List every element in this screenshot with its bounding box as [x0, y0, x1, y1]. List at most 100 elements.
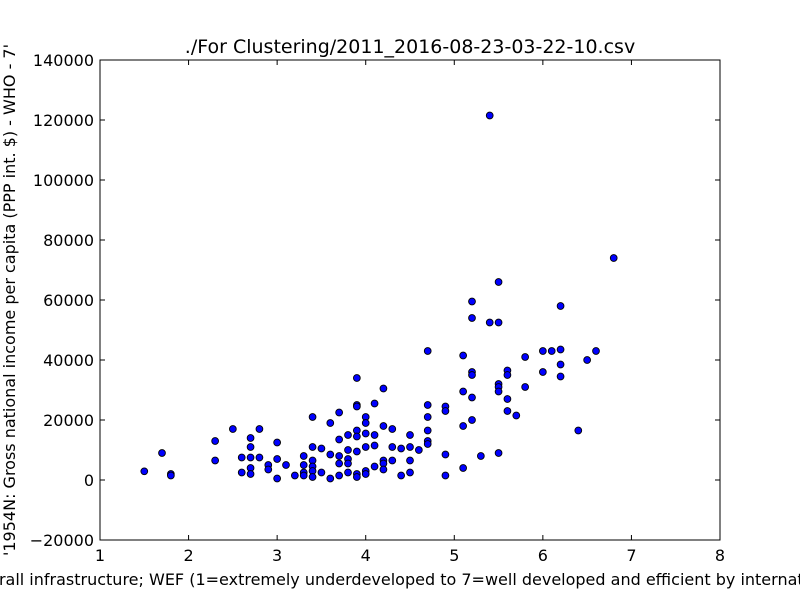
data-point: [255, 453, 264, 462]
data-point: [273, 455, 281, 463]
data-point: [361, 429, 370, 438]
data-point: [415, 446, 423, 454]
data-point: [335, 435, 343, 444]
data-point: [211, 437, 219, 445]
data-point: [246, 453, 255, 462]
data-point: [556, 372, 565, 381]
plot-area-frame: [99, 59, 721, 541]
data-point: [379, 422, 388, 430]
data-point: [335, 471, 343, 480]
x-tick-labels: 1 2 3 4 5 6 7 8: [95, 546, 725, 565]
data-point: [441, 407, 450, 415]
x-tick-label: 2: [183, 546, 193, 565]
data-point: [361, 443, 370, 451]
data-point: [406, 431, 414, 439]
data-point: [494, 449, 503, 457]
data-point: [592, 347, 600, 355]
data-point: [406, 468, 414, 477]
data-point: [494, 387, 503, 396]
data-point: [379, 384, 388, 393]
data-point: [477, 452, 485, 460]
data-point: [370, 441, 379, 450]
data-point: [547, 347, 556, 355]
y-tick-label: 100000: [33, 171, 94, 190]
data-point: [459, 387, 467, 396]
data-point: [370, 399, 379, 408]
data-points: [140, 111, 618, 483]
x-tick-label: 7: [626, 546, 636, 565]
data-point: [397, 444, 405, 453]
data-point: [237, 453, 246, 462]
data-point: [583, 356, 591, 364]
data-point: [423, 426, 432, 435]
y-tick-label: −20000: [30, 531, 94, 550]
data-point: [441, 471, 450, 480]
data-point: [353, 432, 361, 441]
data-point: [609, 254, 618, 262]
data-point: [539, 368, 547, 376]
y-tick-label: 60000: [43, 291, 94, 310]
data-point: [335, 408, 343, 417]
data-point: [423, 401, 432, 409]
data-point: [273, 438, 281, 447]
data-point: [335, 459, 343, 468]
data-point: [246, 443, 255, 451]
x-tick-label: 6: [538, 546, 548, 565]
data-point: [335, 452, 343, 460]
data-point: [539, 347, 547, 355]
data-point: [388, 456, 397, 465]
data-point: [140, 467, 149, 476]
data-point: [512, 411, 521, 420]
x-tick-label: 5: [449, 546, 459, 565]
data-point: [468, 314, 476, 322]
x-tick-label: 3: [272, 546, 282, 565]
data-point: [353, 374, 361, 382]
data-point: [556, 345, 565, 354]
data-point: [344, 459, 352, 468]
y-tick-label: 80000: [43, 231, 94, 250]
data-point: [379, 465, 388, 474]
data-point: [521, 383, 529, 391]
data-point: [388, 443, 397, 451]
data-point: [211, 456, 219, 465]
y-tick-label: 40000: [43, 351, 94, 370]
data-point: [273, 474, 281, 483]
data-point: [353, 402, 361, 411]
data-point: [308, 443, 317, 451]
data-point: [246, 434, 255, 442]
data-point: [468, 297, 476, 306]
chart-title: ./For Clustering/2011_2016-08-23-03-22-1…: [185, 36, 635, 58]
data-point: [406, 456, 414, 465]
data-point: [397, 471, 405, 480]
data-point: [344, 431, 352, 439]
x-axis-label: Quality of overall infrastructure; WEF (…: [0, 570, 800, 589]
data-point: [299, 471, 308, 480]
data-point: [344, 446, 352, 454]
data-point: [459, 422, 467, 430]
data-point: [308, 473, 317, 481]
x-tick-label: 8: [715, 546, 725, 565]
data-point: [370, 462, 379, 471]
data-point: [299, 461, 308, 469]
data-point: [326, 474, 335, 483]
data-point: [158, 449, 166, 457]
data-point: [388, 425, 397, 433]
data-point: [237, 468, 246, 477]
data-point: [229, 425, 237, 433]
data-point: [282, 461, 290, 469]
data-point: [485, 318, 494, 327]
y-tick-label: 120000: [33, 111, 94, 130]
y-axis-label: '1954N: Gross national income per capita…: [0, 44, 19, 556]
data-point: [423, 440, 432, 448]
data-point: [361, 419, 370, 427]
data-point: [291, 471, 299, 480]
x-tick-label: 1: [95, 546, 105, 565]
x-tick-label: 4: [361, 546, 371, 565]
data-point: [459, 464, 467, 472]
data-point: [264, 465, 273, 474]
data-point: [494, 318, 503, 327]
data-point: [370, 431, 379, 439]
data-point: [406, 443, 414, 451]
data-point: [521, 353, 529, 361]
